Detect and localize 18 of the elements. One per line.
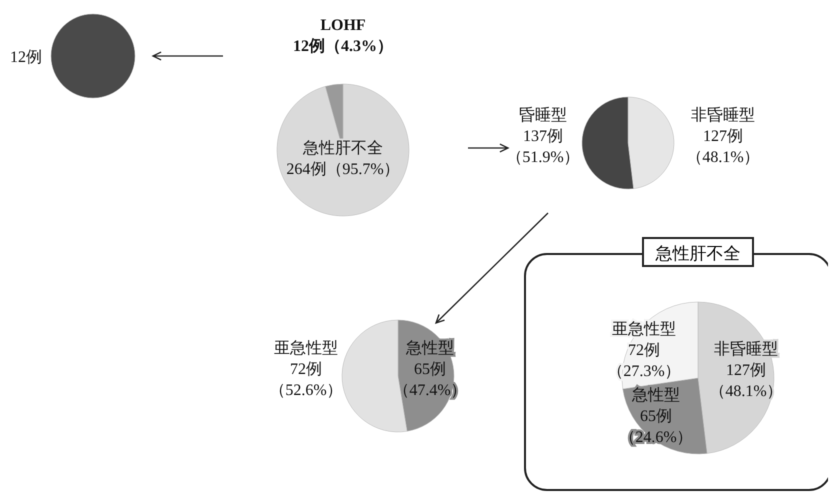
data-label: 12例（4.3%） <box>293 37 393 55</box>
slice-label: 昏睡型 <box>519 106 567 124</box>
data-label: 264例（95.7%） <box>286 161 400 178</box>
slice-label: 急性肝不全 <box>302 139 383 157</box>
data-label: 72例（27.3%） <box>607 342 681 380</box>
data-label: 65例（47.4%） <box>393 361 467 399</box>
data-label: 72例（52.6%） <box>269 361 343 399</box>
data-label: 127例（48.1%） <box>709 362 783 400</box>
chart-title: 急性肝不全 <box>654 244 740 263</box>
data-label: 12例 <box>10 49 42 66</box>
slice-label: 急性型 <box>631 386 680 404</box>
data-label: 137例（51.9%） <box>506 128 580 166</box>
slice-label: 亜急性型 <box>612 320 676 338</box>
data-label: 127例（48.1%） <box>686 128 760 166</box>
slice-label: LOHF <box>320 17 366 34</box>
slice-label: 非昏睡型 <box>691 106 755 124</box>
slice-label: 亜急性型 <box>274 339 338 357</box>
slice-label: 非昏睡型 <box>714 340 778 358</box>
